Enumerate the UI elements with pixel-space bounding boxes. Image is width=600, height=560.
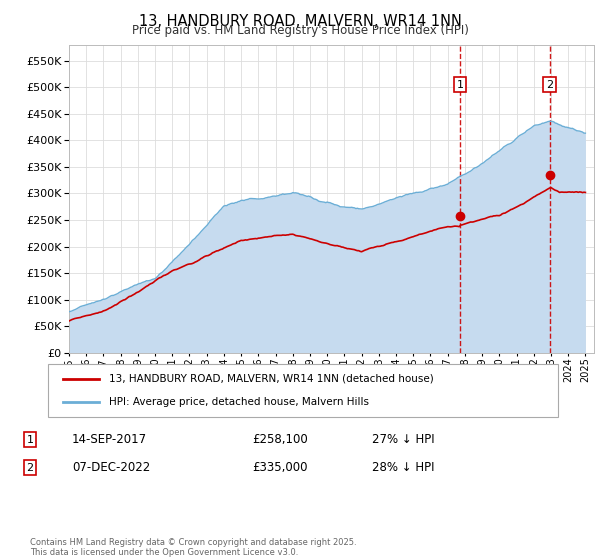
Text: 28% ↓ HPI: 28% ↓ HPI bbox=[372, 461, 434, 474]
Text: Price paid vs. HM Land Registry's House Price Index (HPI): Price paid vs. HM Land Registry's House … bbox=[131, 24, 469, 37]
Text: 13, HANDBURY ROAD, MALVERN, WR14 1NN: 13, HANDBURY ROAD, MALVERN, WR14 1NN bbox=[139, 14, 461, 29]
FancyBboxPatch shape bbox=[48, 364, 558, 417]
Text: £335,000: £335,000 bbox=[252, 461, 308, 474]
Text: HPI: Average price, detached house, Malvern Hills: HPI: Average price, detached house, Malv… bbox=[109, 397, 369, 407]
Text: 14-SEP-2017: 14-SEP-2017 bbox=[72, 433, 147, 446]
Text: 2: 2 bbox=[546, 80, 553, 90]
Text: 2: 2 bbox=[26, 463, 34, 473]
Text: 27% ↓ HPI: 27% ↓ HPI bbox=[372, 433, 434, 446]
Text: 13, HANDBURY ROAD, MALVERN, WR14 1NN (detached house): 13, HANDBURY ROAD, MALVERN, WR14 1NN (de… bbox=[109, 374, 434, 384]
Text: 07-DEC-2022: 07-DEC-2022 bbox=[72, 461, 150, 474]
Text: £258,100: £258,100 bbox=[252, 433, 308, 446]
Text: 1: 1 bbox=[26, 435, 34, 445]
Text: 1: 1 bbox=[457, 80, 463, 90]
Text: Contains HM Land Registry data © Crown copyright and database right 2025.
This d: Contains HM Land Registry data © Crown c… bbox=[30, 538, 356, 557]
